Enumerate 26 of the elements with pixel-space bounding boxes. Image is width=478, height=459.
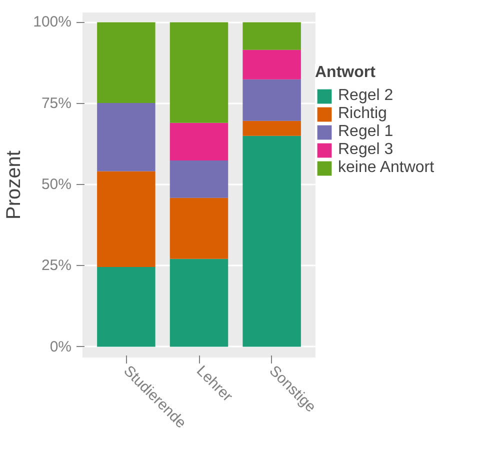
y-tick-label: 0% <box>50 338 72 356</box>
legend-label: Regel 2 <box>338 87 394 105</box>
bar <box>242 79 301 121</box>
bar <box>97 266 156 347</box>
bar <box>97 103 156 172</box>
bar <box>97 171 156 267</box>
y-tick-label: 100% <box>33 14 72 31</box>
bar <box>242 50 301 80</box>
bar <box>242 136 301 347</box>
bar <box>242 120 301 136</box>
bar <box>170 198 228 259</box>
y-tick-label: 50% <box>41 176 72 194</box>
bar <box>170 258 228 347</box>
bar <box>97 22 156 104</box>
y-axis-title: Prozent <box>3 150 26 220</box>
bar <box>170 22 228 123</box>
bar <box>170 122 228 160</box>
legend-label: Richtig <box>338 105 387 123</box>
legend-label: Regel 1 <box>338 123 394 141</box>
bar <box>170 160 228 198</box>
y-tick-label: 75% <box>41 94 72 112</box>
y-tick-label: 25% <box>41 257 72 274</box>
legend-label: keine Antwort <box>338 159 434 177</box>
legend-label: Regel 3 <box>338 141 394 159</box>
bar <box>242 22 301 50</box>
legend-title: Antwort <box>315 64 376 82</box>
